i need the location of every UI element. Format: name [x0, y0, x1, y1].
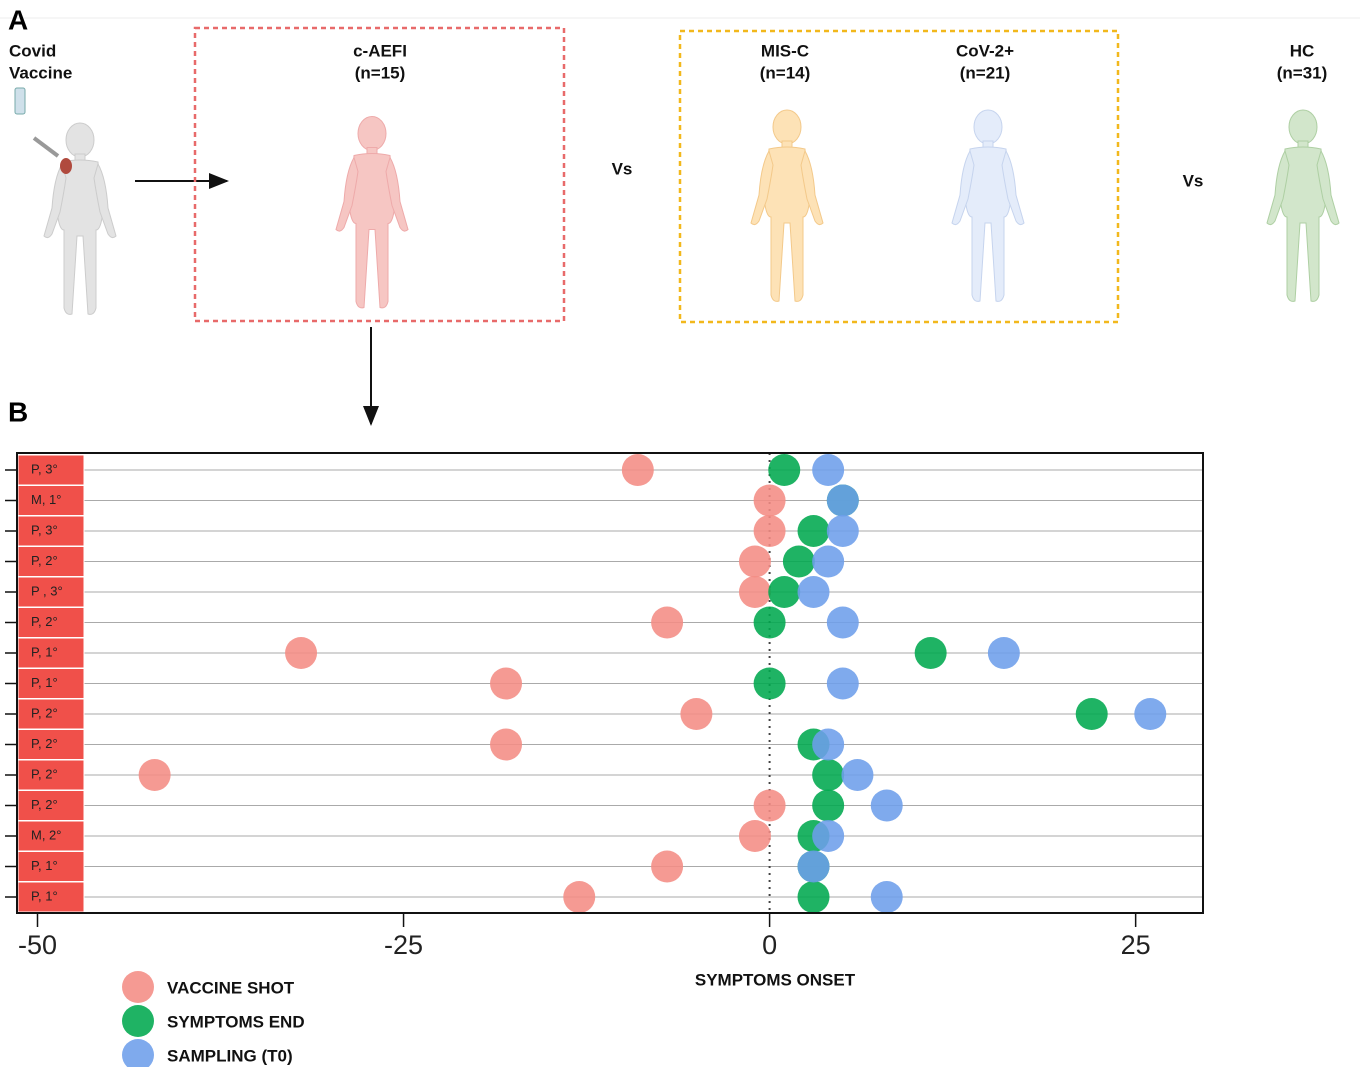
dot [783, 546, 815, 578]
panel-label: B [8, 396, 28, 427]
category-label: P, 1° [31, 644, 58, 659]
dot [739, 576, 771, 608]
dot [622, 454, 654, 486]
child-figure [952, 110, 1024, 301]
dot [812, 790, 844, 822]
x-axis-label: SYMPTOMS ONSET [695, 970, 856, 989]
dot [798, 881, 830, 913]
category-label: P, 2° [31, 705, 58, 720]
figure: A Covid Vaccine c-AEFI (n=15) Vs MIS-C (… [0, 0, 1360, 1067]
dot [827, 485, 859, 517]
dot [754, 485, 786, 517]
dot [798, 851, 830, 883]
dot [812, 820, 844, 852]
legend-label: VACCINE SHOT [167, 978, 295, 997]
category-label: P, 1° [31, 675, 58, 690]
category-label: P, 3° [31, 461, 58, 476]
group-name: MIS-C [761, 41, 809, 60]
vaccine-label: Vaccine [9, 63, 72, 82]
dot [827, 668, 859, 700]
group-box [680, 31, 1118, 322]
dot [754, 790, 786, 822]
group-name: CoV-2+ [956, 41, 1014, 60]
dot [754, 607, 786, 639]
category-label: P, 2° [31, 614, 58, 629]
legend-swatch [122, 1039, 154, 1067]
legend-label: SYMPTOMS END [167, 1012, 305, 1031]
vs-label: Vs [1183, 171, 1204, 190]
category-label: P, 2° [31, 766, 58, 781]
category-label: P, 3° [31, 522, 58, 537]
group-n: (n=21) [960, 63, 1011, 82]
dot [754, 515, 786, 547]
injection-site [60, 158, 72, 174]
dot [871, 881, 903, 913]
dot [798, 576, 830, 608]
dot [285, 637, 317, 669]
legend-swatch [122, 1005, 154, 1037]
category-label: P, 2° [31, 797, 58, 812]
category-label: M, 1° [31, 492, 61, 507]
dot [988, 637, 1020, 669]
category-label: M, 2° [31, 827, 61, 842]
group-name: HC [1290, 41, 1315, 60]
dot [1076, 698, 1108, 730]
dot [139, 759, 171, 791]
vaccine-label: Covid [9, 41, 56, 60]
dot [1134, 698, 1166, 730]
dot [754, 668, 786, 700]
dot [768, 454, 800, 486]
category-label: P, 2° [31, 736, 58, 751]
dot [812, 454, 844, 486]
panel-label: A [8, 4, 28, 35]
dot [490, 729, 522, 761]
vs-label: Vs [612, 159, 633, 178]
plot: P, 3° M, 1° P, 3° P, 2° P , 3° P, 2° P, 1° P, 1… [5, 453, 1203, 1067]
x-tick-label: -50 [18, 930, 57, 960]
legend-swatch [122, 971, 154, 1003]
x-tick-label: -25 [384, 930, 423, 960]
group-n: (n=15) [355, 63, 406, 82]
dot [651, 607, 683, 639]
group-n: (n=31) [1277, 63, 1328, 82]
dot [812, 546, 844, 578]
category-label: P, 2° [31, 553, 58, 568]
dot [812, 729, 844, 761]
group-n: (n=14) [760, 63, 811, 82]
dot [827, 607, 859, 639]
x-tick-label: 25 [1121, 930, 1151, 960]
child-figure [1267, 110, 1339, 301]
dot [768, 576, 800, 608]
category-label: P , 3° [31, 583, 63, 598]
dot [680, 698, 712, 730]
dot [651, 851, 683, 883]
dot [563, 881, 595, 913]
category-label: P, 1° [31, 888, 58, 903]
dot [739, 546, 771, 578]
dot [915, 637, 947, 669]
legend-label: SAMPLING (T0) [167, 1046, 293, 1065]
dot [798, 515, 830, 547]
dot [490, 668, 522, 700]
group-name: c-AEFI [353, 41, 407, 60]
x-tick-label: 0 [762, 930, 777, 960]
dot [827, 515, 859, 547]
dot [812, 759, 844, 791]
dot [871, 790, 903, 822]
child-figure [751, 110, 823, 301]
vial-icon [15, 88, 25, 114]
syringe-icon [34, 138, 58, 156]
child-figure [336, 117, 408, 308]
dot [841, 759, 873, 791]
category-label: P, 1° [31, 858, 58, 873]
dot [739, 820, 771, 852]
